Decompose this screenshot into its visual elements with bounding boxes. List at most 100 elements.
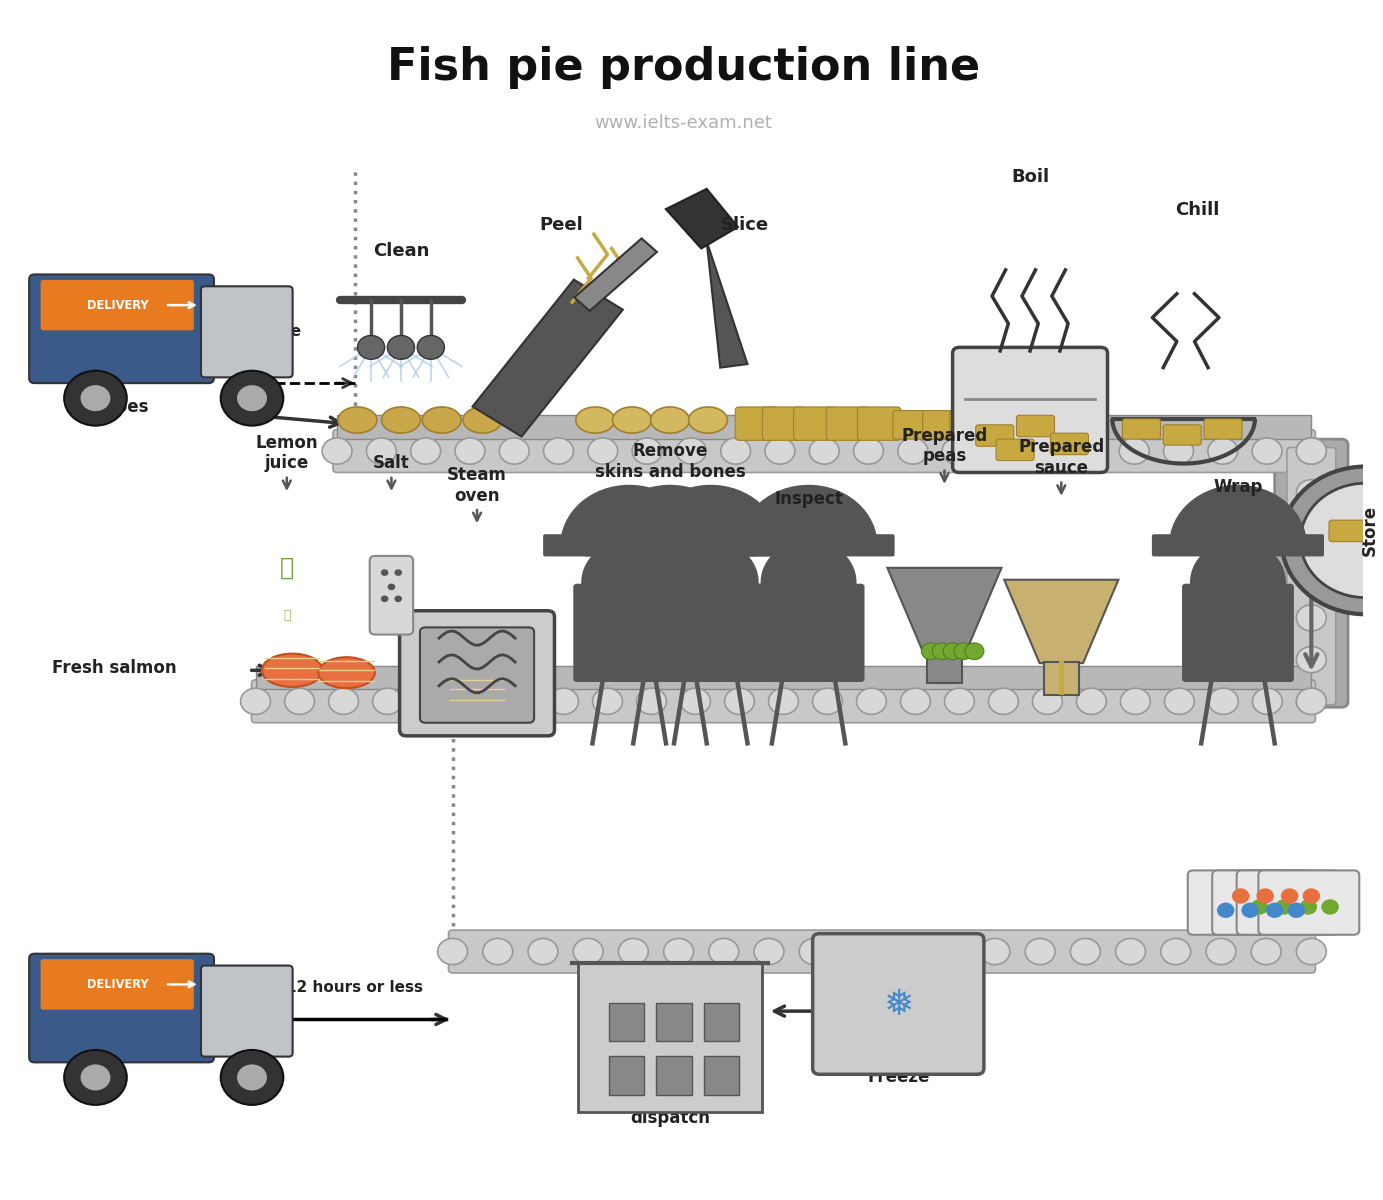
Circle shape xyxy=(582,541,676,624)
FancyBboxPatch shape xyxy=(1369,541,1383,563)
Circle shape xyxy=(898,438,928,464)
Circle shape xyxy=(809,438,839,464)
Circle shape xyxy=(1275,899,1293,914)
Circle shape xyxy=(1209,688,1238,714)
Circle shape xyxy=(1217,902,1235,918)
Text: Remove
skins and bones: Remove skins and bones xyxy=(595,442,745,481)
Circle shape xyxy=(1281,888,1299,904)
Circle shape xyxy=(1296,438,1326,464)
Circle shape xyxy=(981,938,1010,965)
Circle shape xyxy=(1206,938,1236,965)
Circle shape xyxy=(769,688,798,714)
Circle shape xyxy=(721,438,751,464)
Ellipse shape xyxy=(463,407,502,433)
Text: Fish pie production line: Fish pie production line xyxy=(387,46,981,89)
Circle shape xyxy=(411,438,441,464)
Wedge shape xyxy=(602,486,739,545)
Circle shape xyxy=(241,688,271,714)
Circle shape xyxy=(664,938,693,965)
Ellipse shape xyxy=(261,654,322,686)
FancyBboxPatch shape xyxy=(1205,419,1242,439)
FancyBboxPatch shape xyxy=(1163,425,1202,445)
FancyBboxPatch shape xyxy=(609,1003,644,1040)
Circle shape xyxy=(942,438,972,464)
FancyBboxPatch shape xyxy=(656,584,766,682)
FancyBboxPatch shape xyxy=(976,425,1014,446)
Circle shape xyxy=(853,438,884,464)
Circle shape xyxy=(680,688,711,714)
FancyBboxPatch shape xyxy=(704,1003,740,1040)
FancyBboxPatch shape xyxy=(337,415,1311,439)
Circle shape xyxy=(921,643,940,660)
Circle shape xyxy=(935,938,965,965)
Polygon shape xyxy=(707,241,747,367)
Circle shape xyxy=(932,643,952,660)
FancyBboxPatch shape xyxy=(704,1056,740,1094)
Circle shape xyxy=(1163,438,1194,464)
Circle shape xyxy=(1321,899,1339,914)
Circle shape xyxy=(754,938,784,965)
Polygon shape xyxy=(1004,580,1119,664)
Circle shape xyxy=(1119,438,1149,464)
Ellipse shape xyxy=(689,407,727,433)
Circle shape xyxy=(1296,938,1326,965)
Text: Boil: Boil xyxy=(1011,168,1050,186)
Circle shape xyxy=(765,438,795,464)
Circle shape xyxy=(322,438,353,464)
Circle shape xyxy=(380,569,389,576)
FancyBboxPatch shape xyxy=(201,287,293,377)
Text: Store/
dispatch: Store/ dispatch xyxy=(631,1088,709,1127)
Polygon shape xyxy=(888,568,1001,652)
FancyBboxPatch shape xyxy=(29,954,214,1062)
Text: Steam
oven: Steam oven xyxy=(447,466,508,505)
Circle shape xyxy=(455,438,485,464)
FancyBboxPatch shape xyxy=(927,650,963,684)
Text: 🟢: 🟢 xyxy=(284,608,290,622)
Circle shape xyxy=(954,643,974,660)
FancyBboxPatch shape xyxy=(1182,584,1293,682)
FancyBboxPatch shape xyxy=(657,1003,692,1040)
FancyBboxPatch shape xyxy=(857,407,900,440)
FancyBboxPatch shape xyxy=(400,611,555,736)
FancyBboxPatch shape xyxy=(762,407,806,440)
Text: ❅: ❅ xyxy=(884,988,913,1022)
Circle shape xyxy=(418,336,444,359)
Circle shape xyxy=(1076,688,1106,714)
Circle shape xyxy=(573,938,603,965)
FancyBboxPatch shape xyxy=(625,535,797,556)
Ellipse shape xyxy=(575,407,614,433)
Circle shape xyxy=(1070,938,1101,965)
Circle shape xyxy=(64,371,127,426)
Circle shape xyxy=(1300,484,1383,598)
Wedge shape xyxy=(561,486,697,545)
Circle shape xyxy=(1282,467,1383,614)
Circle shape xyxy=(461,688,491,714)
Circle shape xyxy=(1296,438,1326,464)
Circle shape xyxy=(357,336,384,359)
FancyBboxPatch shape xyxy=(950,410,985,439)
Circle shape xyxy=(1116,938,1145,965)
Text: Clean: Clean xyxy=(373,242,429,260)
Wedge shape xyxy=(740,486,877,545)
Text: Store: Store xyxy=(1361,505,1379,557)
Circle shape xyxy=(1296,647,1326,673)
Circle shape xyxy=(1191,541,1285,624)
FancyBboxPatch shape xyxy=(754,584,864,682)
FancyBboxPatch shape xyxy=(609,1056,644,1094)
Polygon shape xyxy=(665,188,739,248)
Text: Chill: Chill xyxy=(1176,200,1220,218)
Circle shape xyxy=(80,1063,111,1091)
Circle shape xyxy=(1164,688,1195,714)
Circle shape xyxy=(505,688,534,714)
Circle shape xyxy=(416,688,447,714)
Circle shape xyxy=(528,938,557,965)
Text: Up to one
month: Up to one month xyxy=(219,324,301,356)
Circle shape xyxy=(664,541,758,624)
Circle shape xyxy=(394,595,402,602)
Circle shape xyxy=(285,688,314,714)
Circle shape xyxy=(64,1050,127,1105)
FancyBboxPatch shape xyxy=(615,584,725,682)
Ellipse shape xyxy=(382,407,420,433)
Text: DELIVERY: DELIVERY xyxy=(87,299,149,312)
Circle shape xyxy=(1252,938,1281,965)
